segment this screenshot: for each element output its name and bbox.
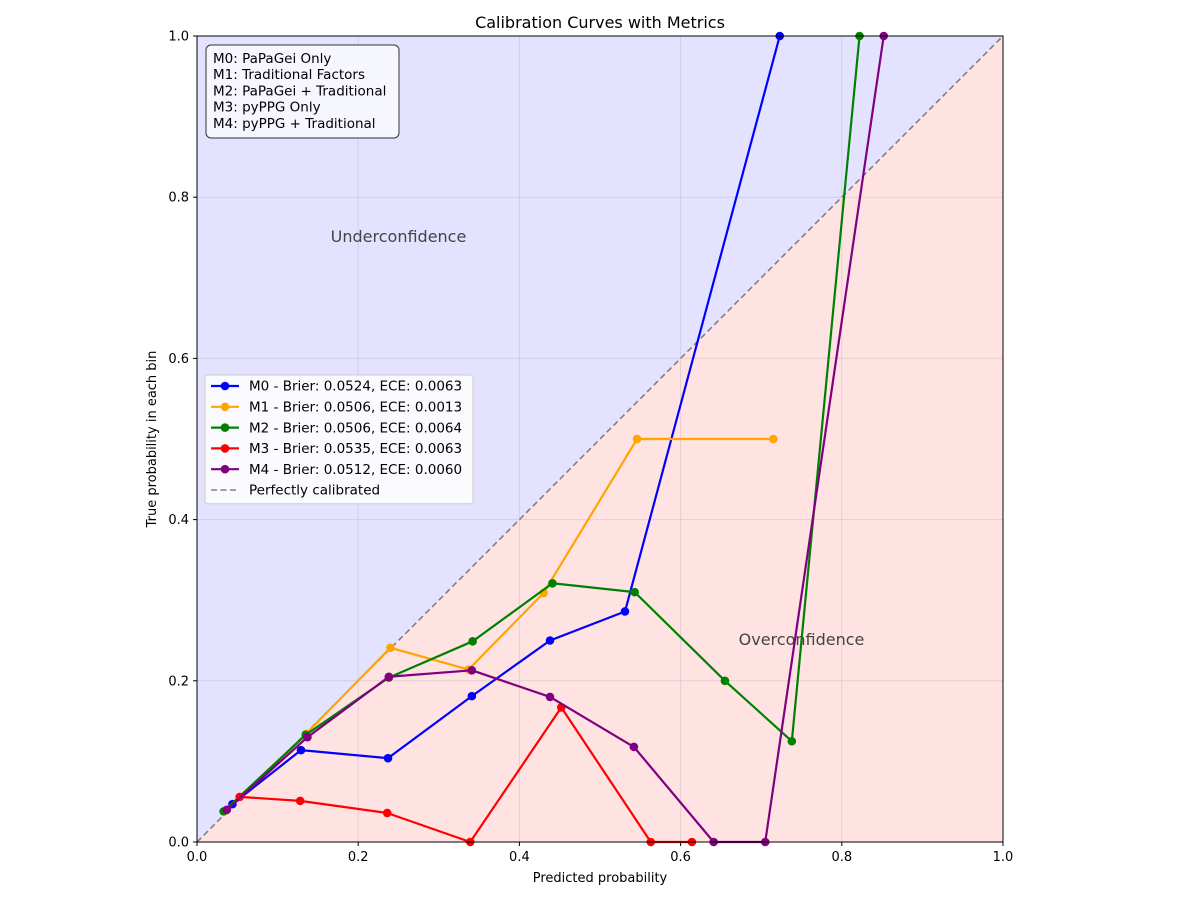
data-point-m3 <box>295 796 305 806</box>
model-description: M4: pyPPG + Traditional <box>213 116 376 132</box>
y-tick-label: 0.2 <box>168 674 189 689</box>
x-tick-label: 0.4 <box>509 850 530 865</box>
legend-swatch-marker <box>220 423 230 432</box>
legend-swatch-marker <box>220 381 230 391</box>
legend-swatch-marker <box>220 444 230 453</box>
y-tick-label: 0.4 <box>168 513 189 528</box>
legend-entry-label: M1 - Brier: 0.0506, ECE: 0.0013 <box>249 400 462 416</box>
legend-swatch-marker <box>220 402 230 412</box>
data-point-m1 <box>768 434 778 444</box>
y-axis-label: True probability in each bin <box>145 351 160 529</box>
data-point-m0 <box>620 607 630 616</box>
legend-entry-label: Perfectly calibrated <box>249 483 380 499</box>
data-point-m4 <box>467 666 477 675</box>
x-tick-label: 0.2 <box>348 850 369 865</box>
data-point-m4 <box>222 805 232 815</box>
legend-swatch-marker <box>220 464 230 474</box>
data-point-m0 <box>467 691 477 701</box>
data-point-m2 <box>468 637 477 646</box>
legend-frame <box>204 374 474 505</box>
data-point-m2 <box>720 676 730 686</box>
data-point-m2 <box>548 578 557 588</box>
model-description: M2: PaPaGei + Traditional <box>213 83 386 99</box>
y-tick-label: 1.0 <box>168 30 189 45</box>
model-description: M0: PaPaGei Only <box>213 51 331 67</box>
data-point-m4 <box>545 692 555 702</box>
data-point-m3 <box>382 808 392 818</box>
chart-title: Calibration Curves with Metrics <box>475 13 725 32</box>
legend-entry-label: M3 - Brier: 0.0535, ECE: 0.0063 <box>249 441 462 457</box>
legend-entry-label: M0 - Brier: 0.0524, ECE: 0.0063 <box>249 379 462 395</box>
x-axis-label: Predicted probability <box>533 871 668 886</box>
data-point-m1 <box>632 434 642 444</box>
data-point-m1 <box>386 643 395 653</box>
legend-entry-label: M2 - Brier: 0.0506, ECE: 0.0064 <box>249 420 462 436</box>
plot-frame <box>196 35 1004 843</box>
x-tick-label: 1.0 <box>993 850 1014 865</box>
data-point-m0 <box>545 636 555 645</box>
data-point-m4 <box>629 742 639 752</box>
x-tick-label: 0.8 <box>831 850 852 865</box>
legend-entry-label: M4 - Brier: 0.0512, ECE: 0.0060 <box>249 462 462 478</box>
model-description: M1: Traditional Factors <box>213 67 365 83</box>
underconfidence-label: Underconfidence <box>331 227 467 246</box>
y-tick-label: 0.8 <box>168 191 189 206</box>
data-point-m4 <box>303 732 312 742</box>
model-description: M3: pyPPG Only <box>213 100 321 116</box>
legend: M0 - Brier: 0.0524, ECE: 0.0063 M1 - Brie… <box>204 374 474 505</box>
model-info-box-frame <box>205 44 400 139</box>
y-tick-label: 0.6 <box>168 352 189 367</box>
y-tick-label: 0.0 <box>168 836 189 851</box>
data-point-m0 <box>383 753 393 763</box>
data-point-m0 <box>296 745 306 755</box>
data-point-m2 <box>787 736 797 746</box>
x-tick-label: 0.6 <box>670 850 691 865</box>
data-point-m2 <box>630 587 639 597</box>
x-tick-label: 0.0 <box>187 850 208 865</box>
data-point-m4 <box>384 672 394 682</box>
